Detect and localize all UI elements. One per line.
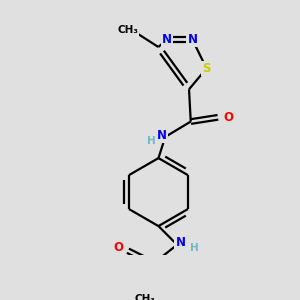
Text: O: O xyxy=(113,241,124,254)
Text: CH₃: CH₃ xyxy=(117,25,138,35)
Text: N: N xyxy=(157,129,167,142)
Text: H: H xyxy=(190,243,199,253)
Text: CH₃: CH₃ xyxy=(134,294,155,300)
Text: O: O xyxy=(223,111,233,124)
Text: H: H xyxy=(147,136,156,146)
Text: S: S xyxy=(202,62,211,75)
Text: N: N xyxy=(188,33,197,46)
Text: N: N xyxy=(162,33,172,46)
Text: N: N xyxy=(176,236,185,249)
